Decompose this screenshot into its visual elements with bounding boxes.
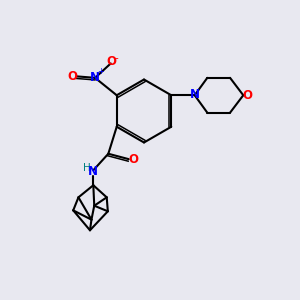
Text: O: O	[68, 70, 78, 83]
Text: O: O	[128, 153, 138, 166]
Text: -: -	[115, 53, 119, 63]
Text: +: +	[97, 67, 104, 76]
Text: N: N	[88, 165, 98, 178]
Text: H: H	[83, 163, 91, 173]
Text: N: N	[190, 88, 200, 101]
Text: N: N	[90, 71, 100, 84]
Text: O: O	[106, 56, 116, 68]
Text: O: O	[242, 89, 253, 102]
